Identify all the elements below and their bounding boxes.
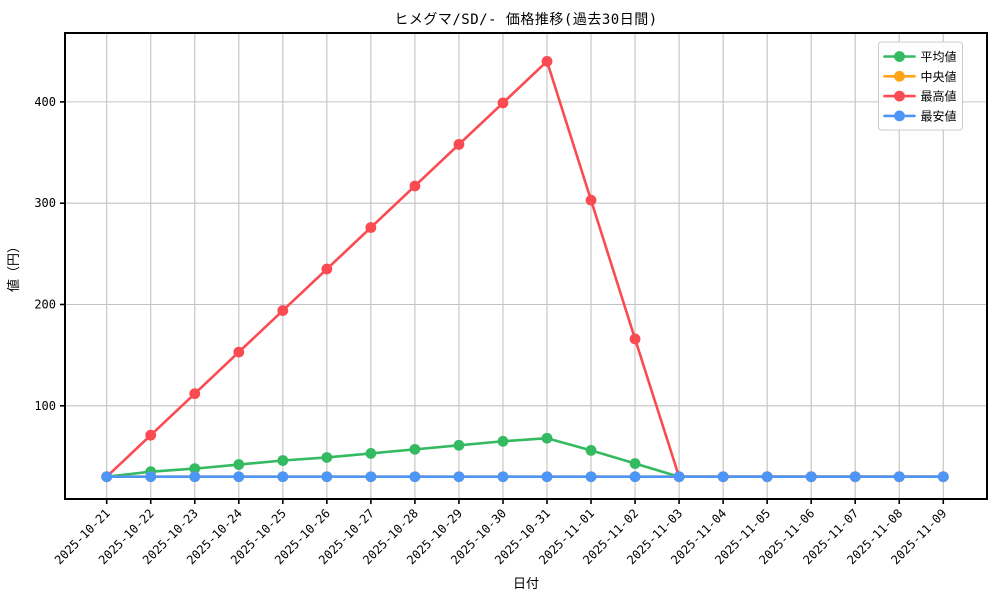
data-point-max xyxy=(585,194,597,206)
data-point-min xyxy=(189,471,201,483)
legend-label-median: 中央値 xyxy=(921,69,957,84)
data-point-min xyxy=(717,471,729,483)
data-point-min xyxy=(453,471,465,483)
y-tick-label: 400 xyxy=(34,95,56,109)
data-point-min xyxy=(497,471,509,483)
tick-label-layer: 2025-10-212025-10-222025-10-232025-10-24… xyxy=(34,95,949,567)
tick-layer xyxy=(60,101,945,504)
plot-border xyxy=(64,32,988,500)
series-min xyxy=(101,471,949,483)
data-point-max xyxy=(497,97,509,109)
data-point-min xyxy=(409,471,421,483)
data-point-max xyxy=(233,346,245,358)
data-point-avg xyxy=(629,458,641,469)
data-point-max xyxy=(453,139,465,150)
legend-item-median: 中央値 xyxy=(883,69,957,84)
data-point-max xyxy=(541,55,553,67)
data-point-min xyxy=(761,471,773,483)
data-point-min xyxy=(365,471,377,483)
legend-box xyxy=(878,41,963,131)
y-axis-label: 値（円） xyxy=(6,240,22,292)
legend-label-min: 最安値 xyxy=(921,108,957,123)
legend-item-min: 最安値 xyxy=(883,108,957,123)
data-point-max xyxy=(409,180,421,192)
legend-marker-median xyxy=(894,70,905,82)
data-point-avg xyxy=(277,455,289,466)
chart-title: ヒメグマ/SD/- 価格推移(過去30日間) xyxy=(394,12,657,28)
data-point-avg xyxy=(585,444,597,456)
data-point-min xyxy=(629,471,641,483)
data-point-avg xyxy=(541,432,553,444)
series-layer xyxy=(101,55,949,483)
y-tick-label: 200 xyxy=(34,297,56,311)
x-axis-label: 日付 xyxy=(513,577,539,592)
legend-label-avg: 平均値 xyxy=(921,49,957,64)
data-point-min xyxy=(277,471,289,483)
data-point-avg xyxy=(409,443,421,455)
y-tick-label: 300 xyxy=(34,196,56,210)
legend-marker-avg xyxy=(894,51,905,62)
data-point-min xyxy=(101,471,113,483)
data-point-min xyxy=(541,471,553,483)
data-point-max xyxy=(629,333,641,345)
data-point-min xyxy=(233,471,245,483)
data-point-min xyxy=(849,471,861,483)
y-tick-label: 100 xyxy=(34,399,56,413)
data-point-avg xyxy=(189,463,201,475)
grid-layer xyxy=(65,33,987,499)
data-point-max xyxy=(321,263,333,275)
series-max xyxy=(101,55,949,483)
legend-item-max: 最高値 xyxy=(883,89,957,104)
data-point-avg xyxy=(321,452,333,463)
data-point-min xyxy=(673,471,685,483)
data-point-avg xyxy=(453,439,465,451)
series-line-max xyxy=(105,60,945,479)
series-line-avg xyxy=(105,436,945,479)
data-point-min xyxy=(321,471,333,483)
data-point-max xyxy=(365,222,377,233)
data-point-max xyxy=(277,305,289,316)
data-point-avg xyxy=(497,435,509,447)
data-point-min xyxy=(585,471,597,483)
data-point-min xyxy=(893,471,905,483)
legend-item-avg: 平均値 xyxy=(883,49,957,64)
data-point-avg xyxy=(365,448,377,459)
legend-marker-max xyxy=(894,90,905,102)
data-point-max xyxy=(189,388,201,400)
data-point-max xyxy=(145,429,157,441)
data-point-avg xyxy=(233,459,245,470)
legend-label-max: 最高値 xyxy=(921,89,957,104)
series-avg xyxy=(101,432,949,483)
data-point-min xyxy=(805,471,817,483)
data-point-min xyxy=(145,471,157,483)
legend-marker-min xyxy=(894,110,905,122)
data-point-min xyxy=(937,471,949,483)
